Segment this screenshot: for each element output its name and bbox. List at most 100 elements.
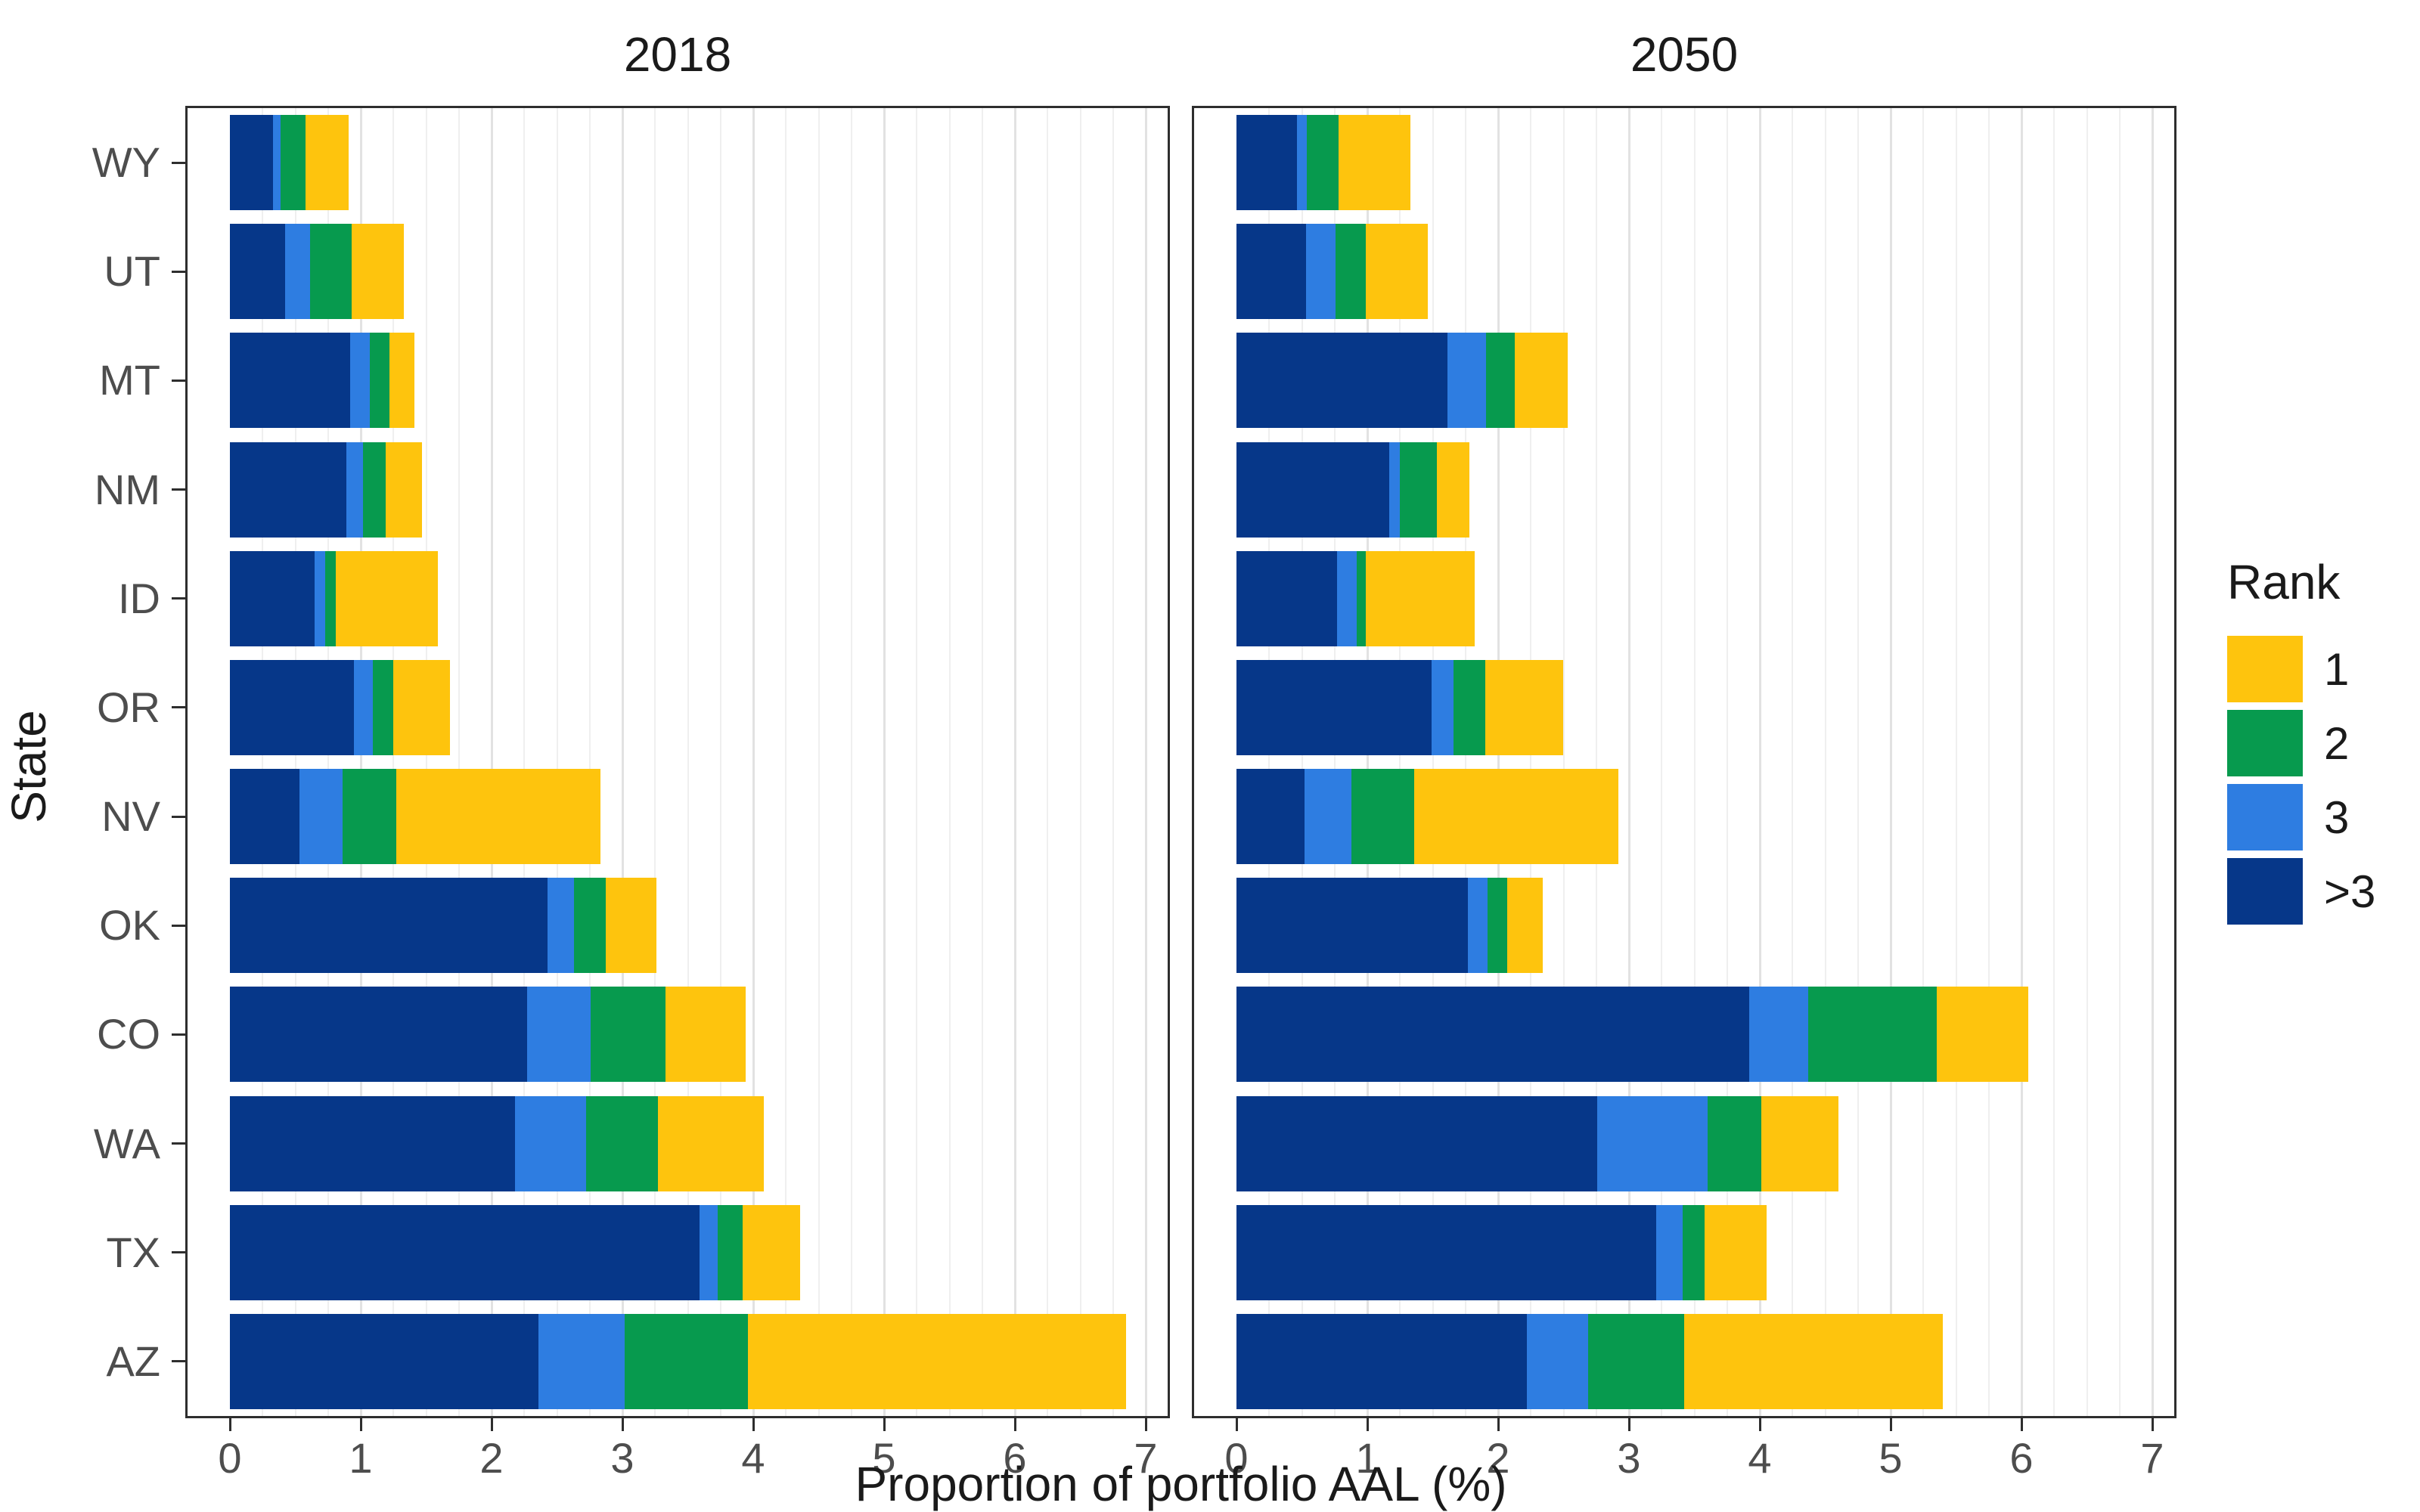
bar-segment-2018-CO-rank-3 — [526, 987, 591, 1083]
bar-segment-2050-NV-rank->3 — [1236, 769, 1305, 865]
bar-segment-2050-TX-rank-3 — [1656, 1204, 1683, 1300]
bar-segment-2018-NM-rank-1 — [385, 442, 423, 538]
x-tick — [359, 1418, 362, 1431]
bar-segment-2018-ID-rank->3 — [230, 550, 315, 646]
bar-segment-2050-AZ-rank-1 — [1683, 1313, 1944, 1409]
facet-panel-2018 — [185, 106, 1170, 1418]
bar-segment-2018-WY-rank-3 — [273, 115, 281, 211]
gridline-minor — [2118, 108, 2121, 1416]
gridline-minor — [327, 108, 329, 1416]
gridline-major — [883, 108, 886, 1416]
gridline-minor — [1333, 108, 1336, 1416]
bar-segment-2050-WA-rank-2 — [1707, 1095, 1761, 1191]
gridline-minor — [719, 108, 721, 1416]
gridline-major — [1366, 108, 1369, 1416]
bar-segment-2050-NM-rank-1 — [1436, 442, 1469, 538]
x-tick — [490, 1418, 493, 1431]
x-tick — [883, 1418, 886, 1431]
x-tick-label: 7 — [2140, 1434, 2164, 1482]
gridline-minor — [785, 108, 787, 1416]
x-tick-label: 2 — [479, 1434, 504, 1482]
gridline-major — [752, 108, 755, 1416]
bar-segment-2018-NM-rank-3 — [346, 442, 364, 538]
gridline-minor — [458, 108, 460, 1416]
bar-segment-2018-MT-rank->3 — [230, 333, 351, 429]
facet-panel-2050 — [1192, 106, 2176, 1418]
bar-segment-2050-CO-rank-3 — [1749, 987, 1808, 1083]
bar-segment-2050-ID-rank-1 — [1366, 550, 1475, 646]
legend-entry-rank-1: 1 — [2227, 636, 2375, 702]
bar-segment-2050-CO-rank->3 — [1236, 987, 1750, 1083]
bar-segment-2018-WY-rank-2 — [281, 115, 306, 211]
bar-segment-2050-OK-rank-1 — [1507, 878, 1543, 974]
bar-segment-2018-WY-rank-1 — [306, 115, 349, 211]
bar-segment-2050-OR-rank-2 — [1454, 659, 1485, 755]
gridline-minor — [556, 108, 558, 1416]
legend-swatch — [2227, 710, 2303, 776]
legend-label: 1 — [2324, 643, 2350, 695]
bar-segment-2050-ID-rank->3 — [1236, 550, 1338, 646]
bar-segment-2018-ID-rank-2 — [325, 550, 337, 646]
gridline-major — [1627, 108, 1630, 1416]
gridline-minor — [687, 108, 689, 1416]
gridline-minor — [1955, 108, 1957, 1416]
bar-segment-2050-UT-rank-3 — [1305, 224, 1336, 320]
x-tick — [1497, 1418, 1500, 1431]
x-tick — [1013, 1418, 1016, 1431]
y-tick — [172, 379, 185, 382]
bar-segment-2018-OK-rank-1 — [605, 878, 656, 974]
gridline-major — [1144, 108, 1147, 1416]
gridline-minor — [1399, 108, 1401, 1416]
bar-segment-2050-AZ-rank-3 — [1527, 1313, 1589, 1409]
bar-segment-2050-WY-rank-1 — [1338, 115, 1411, 211]
bar-segment-2050-UT-rank-1 — [1366, 224, 1428, 320]
bar-segment-2050-CO-rank-1 — [1936, 987, 2028, 1083]
bar-segment-2050-WA-rank-1 — [1761, 1095, 1838, 1191]
gridline-minor — [392, 108, 395, 1416]
x-tick-label: 1 — [1355, 1434, 1379, 1482]
gridline-minor — [850, 108, 852, 1416]
gridline-major — [1497, 108, 1500, 1416]
legend-title: Rank — [2227, 555, 2341, 609]
bar-segment-2050-ID-rank-3 — [1337, 550, 1357, 646]
x-tick-label: 4 — [741, 1434, 765, 1482]
gridline-minor — [1530, 108, 1532, 1416]
bar-segment-2050-CO-rank-2 — [1808, 987, 1937, 1083]
bar-segment-2050-MT-rank-1 — [1515, 333, 1568, 429]
gridline-major — [2151, 108, 2154, 1416]
bar-segment-2050-TX-rank-2 — [1682, 1204, 1705, 1300]
y-axis-label-AZ: AZ — [106, 1337, 160, 1385]
bar-segment-2018-NV-rank-2 — [342, 769, 396, 865]
gridline-minor — [1693, 108, 1696, 1416]
bar-segment-2018-MT-rank-2 — [370, 333, 390, 429]
gridline-minor — [1562, 108, 1565, 1416]
bar-segment-2018-UT-rank-3 — [284, 224, 310, 320]
y-axis-label-UT: UT — [104, 247, 160, 296]
x-tick — [1366, 1418, 1369, 1431]
bar-segment-2050-WY-rank-2 — [1307, 115, 1339, 211]
gridline-minor — [1268, 108, 1270, 1416]
gridline-minor — [425, 108, 427, 1416]
y-axis-label-MT: MT — [99, 356, 160, 404]
bar-segment-2018-UT-rank->3 — [230, 224, 285, 320]
bar-segment-2050-OK-rank-2 — [1488, 878, 1508, 974]
bar-segment-2050-WY-rank-3 — [1296, 115, 1308, 211]
gridline-major — [490, 108, 493, 1416]
y-tick — [172, 1033, 185, 1036]
x-tick-label: 5 — [872, 1434, 896, 1482]
x-tick-label: 5 — [1879, 1434, 1903, 1482]
gridline-minor — [588, 108, 591, 1416]
gridline-minor — [2086, 108, 2088, 1416]
gridline-minor — [294, 108, 296, 1416]
x-tick-label: 0 — [1224, 1434, 1249, 1482]
x-tick — [1889, 1418, 1892, 1431]
gridline-minor — [654, 108, 656, 1416]
x-tick — [752, 1418, 755, 1431]
bar-segment-2018-MT-rank-1 — [389, 333, 414, 429]
gridline-minor — [1432, 108, 1434, 1416]
bar-segment-2050-OR-rank->3 — [1236, 659, 1432, 755]
x-tick-label: 1 — [349, 1434, 373, 1482]
x-tick-label: 2 — [1486, 1434, 1510, 1482]
x-tick — [1758, 1418, 1761, 1431]
